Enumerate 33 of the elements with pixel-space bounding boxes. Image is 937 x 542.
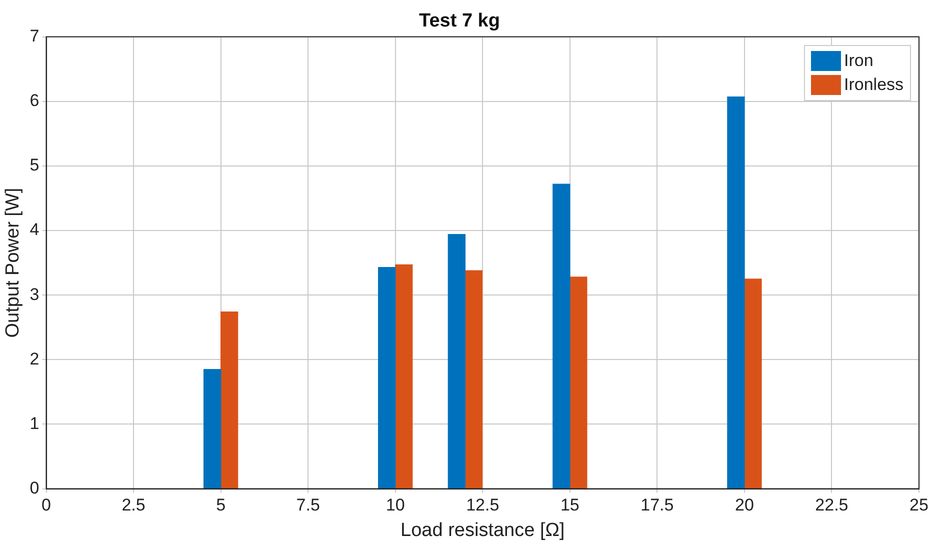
bar (570, 276, 588, 489)
x-tick-label: 10 (386, 496, 405, 515)
y-tick-label: 5 (30, 156, 40, 175)
x-tick-label: 12.5 (466, 496, 500, 515)
y-tick-label: 0 (30, 478, 40, 498)
x-axis-title: Load resistance [Ω] (400, 520, 565, 541)
x-tick-label: 25 (910, 496, 928, 515)
legend-label: Iron (844, 50, 874, 71)
x-tick-label: 5 (216, 496, 226, 515)
x-tick-label: 7.5 (296, 496, 320, 515)
x-tick-label: 2.5 (122, 496, 146, 515)
y-tick-label: 7 (30, 26, 40, 46)
y-tick-label: 3 (30, 284, 40, 304)
legend-label: Ironless (844, 74, 904, 95)
bar (727, 96, 745, 489)
y-tick-label: 6 (30, 91, 40, 110)
bar (395, 264, 413, 489)
bar (378, 266, 396, 489)
y-axis-title: Output Power [W] (2, 188, 24, 338)
y-tick-label: 4 (30, 220, 40, 240)
x-tick-label: 20 (734, 496, 754, 515)
bar (448, 234, 466, 489)
x-tick-label: 15 (560, 496, 580, 515)
bar (464, 270, 483, 489)
y-tick-label: 1 (30, 414, 40, 433)
chart-title: Test 7 kg (419, 10, 500, 32)
bar (744, 278, 762, 489)
bar (203, 369, 222, 489)
bar (220, 312, 238, 489)
x-tick-label: 17.5 (640, 496, 674, 515)
bar (552, 184, 570, 489)
x-tick-label: 22.5 (815, 496, 848, 515)
y-tick-label: 2 (30, 349, 40, 368)
